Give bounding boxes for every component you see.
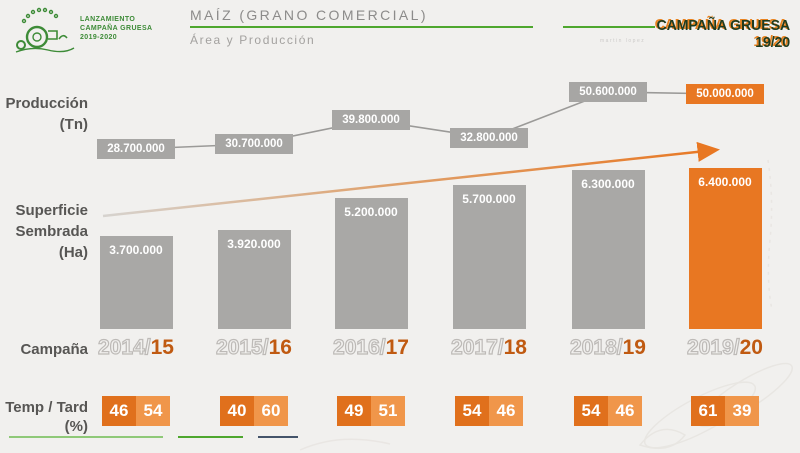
- campaign-year-base: 2017/: [450, 335, 504, 359]
- temp-axis-label: Temp / Tard (%): [5, 399, 88, 435]
- campaign-year-base: 2019/: [686, 335, 740, 359]
- campaign-label: 2018/19: [546, 335, 670, 360]
- campaign-badge: CAMPAÑA GRUESA 19/20: [656, 17, 790, 51]
- temp-tard-pair: 49 51: [337, 396, 405, 426]
- production-axis-label: Producción (Tn): [5, 95, 88, 133]
- logo-line2: CAMPAÑA GRUESA: [80, 25, 153, 32]
- page-title: MAÍZ (GRANO COMERCIAL): [190, 7, 428, 23]
- tard-value-box: 51: [371, 396, 405, 426]
- production-point-label: 28.700.000: [97, 139, 175, 159]
- production-point-label: 39.800.000: [332, 110, 410, 130]
- tard-value-box: 46: [608, 396, 642, 426]
- area-bar: [452, 185, 526, 329]
- temp-tard-pair: 46 54: [102, 396, 170, 426]
- production-point-label: 30.700.000: [215, 134, 293, 154]
- campaign-year-accent: 18: [503, 336, 527, 359]
- temp-value-box: 46: [102, 396, 136, 426]
- campaign-year-base: 2014/: [97, 335, 151, 359]
- area-bar-label: 6.300.000: [581, 177, 635, 192]
- temp-value-box: 61: [691, 396, 725, 426]
- author-watermark: martin lopez: [600, 38, 646, 44]
- campaign-year-accent: 19: [622, 336, 646, 359]
- campaign-year-base: 2016/: [332, 335, 386, 359]
- campaign-logo-icon: [15, 7, 75, 53]
- area-bar: [334, 197, 408, 329]
- temp-value-box: 49: [337, 396, 371, 426]
- area-bar: [571, 170, 645, 329]
- campaign-year-base: 2015/: [215, 335, 269, 359]
- campaign-year-base: 2018/: [569, 335, 623, 359]
- area-bar: [217, 230, 291, 329]
- bottom-accent-line-green: [178, 436, 243, 438]
- temp-tard-pair: 54 46: [455, 396, 523, 426]
- tard-value-box: 60: [254, 396, 288, 426]
- area-bar-label: 3.920.000: [227, 237, 281, 252]
- title-underline: [190, 26, 533, 28]
- campaign-label: 2019/20: [663, 335, 787, 360]
- bottom-accent-line-dark: [258, 436, 298, 438]
- tard-value-box: 54: [136, 396, 170, 426]
- production-point-label: 32.800.000: [450, 128, 528, 148]
- area-bar-label: 6.400.000: [698, 174, 752, 189]
- area-bar: [688, 167, 762, 329]
- production-point-label: 50.600.000: [569, 82, 647, 102]
- area-bar-label: 5.200.000: [344, 204, 398, 219]
- temp-tard-pair: 54 46: [574, 396, 642, 426]
- campaign-year-accent: 16: [268, 336, 292, 359]
- tard-value-box: 46: [489, 396, 523, 426]
- temp-value-box: 40: [220, 396, 254, 426]
- area-bar-label: 3.700.000: [109, 242, 163, 257]
- campaign-label: 2017/18: [427, 335, 551, 360]
- trend-arrow: [102, 141, 720, 218]
- campaign-label: 2014/15: [74, 335, 198, 360]
- campaign-label: 2015/16: [192, 335, 316, 360]
- temp-tard-pair: 40 60: [220, 396, 288, 426]
- area-axis-label: Superficie Sembrada (Ha): [15, 202, 88, 261]
- temp-value-box: 54: [455, 396, 489, 426]
- bottom-accent-line-light: [9, 436, 163, 438]
- campaign-label: 2016/17: [309, 335, 433, 360]
- temp-value-box: 54: [574, 396, 608, 426]
- page-subtitle: Área y Producción: [190, 33, 316, 47]
- logo-line1: LANZAMIENTO: [80, 16, 136, 23]
- campaign-axis-label: Campaña: [20, 341, 88, 358]
- campaign-year-accent: 20: [739, 336, 763, 359]
- logo-line3: 2019-2020: [80, 34, 118, 41]
- title-underline-right: [563, 26, 655, 28]
- production-point-label: 50.000.000: [686, 84, 764, 104]
- campaign-year-accent: 17: [385, 336, 409, 359]
- area-bar: [99, 235, 173, 329]
- tard-value-box: 39: [725, 396, 759, 426]
- area-bar-label: 5.700.000: [462, 192, 516, 207]
- campaign-year-accent: 15: [150, 336, 174, 359]
- temp-tard-pair: 61 39: [691, 396, 759, 426]
- logo-text: LANZAMIENTO CAMPAÑA GRUESA 2019-2020: [80, 15, 153, 42]
